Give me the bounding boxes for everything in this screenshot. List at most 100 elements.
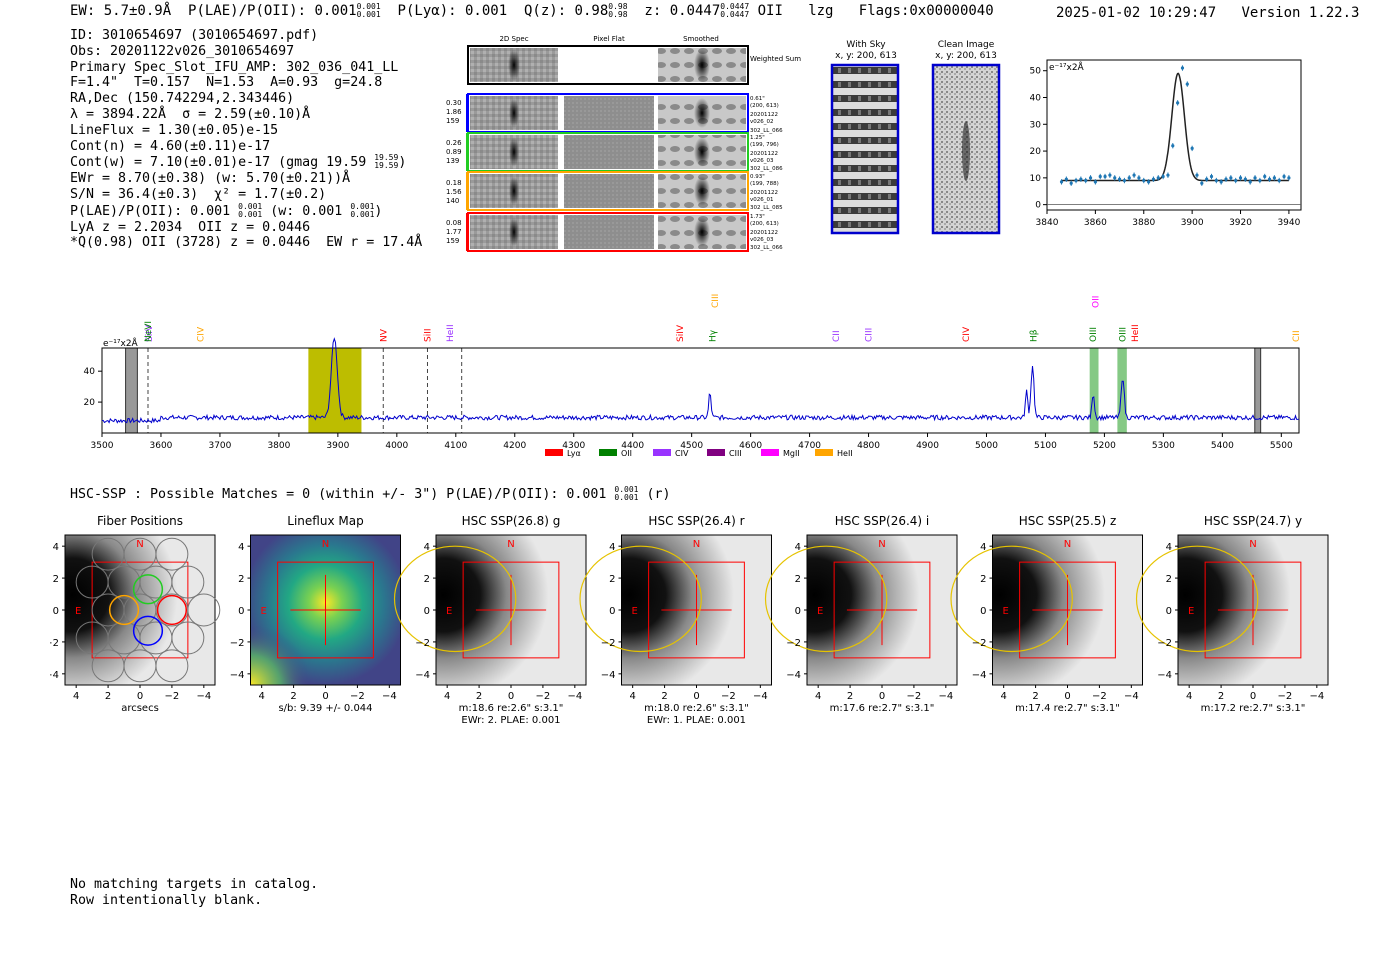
line-fit-unit: e⁻¹⁷x2Å [1049, 61, 1085, 73]
legend-label-2: CIV [675, 449, 689, 458]
lf-point-6 [1088, 176, 1093, 180]
fiber-4-meta-4: 302_LL_066 [750, 245, 783, 251]
spectrum-line-label-5: HeII [446, 324, 456, 342]
ytick-label-5-4: −4 [972, 670, 987, 681]
fiber-1-meta-0: 0.61" [750, 96, 765, 102]
lf-point-30 [1205, 177, 1209, 181]
lf-point-4 [1079, 177, 1083, 181]
xtick-label-6-4: −4 [1309, 691, 1324, 702]
fiber-2-num-b: 0.89 [446, 148, 462, 156]
image-caption2-2: EWr: 2. PLAE: 0.001 [461, 715, 560, 726]
sp-xtick-label-17: 5200 [1093, 441, 1116, 451]
lf-point-40 [1253, 176, 1257, 180]
compass-e-1: E [261, 606, 267, 617]
xtick-label-2-1: 2 [476, 691, 482, 702]
image-caption-2: m:18.6 re:2.6" s:3.1" [459, 703, 564, 714]
sp-xtick-label-1: 3600 [150, 441, 173, 451]
compass-e-4: E [817, 606, 823, 617]
compass-e-6: E [1188, 606, 1194, 617]
compass-n-4: N [878, 539, 885, 550]
lf-xtick-label-1: 3860 [1084, 218, 1107, 228]
lf-point-17 [1142, 178, 1146, 183]
header-timestamp: 2025-01-02 10:29:47 Version 1.22.3 [1056, 5, 1359, 21]
header-plya: P(Lyα): 0.001 [397, 3, 508, 19]
ytick-label-5-1: 2 [980, 574, 986, 585]
spectrum-line-label-17: CII [1292, 330, 1302, 342]
spectrum-unit: e⁻¹⁷x2Å [103, 337, 139, 349]
fiber-3-num-b: 1.56 [446, 188, 462, 196]
fiber-2-meta-3: v026_03 [750, 158, 774, 164]
xtick-label-4-1: 2 [847, 691, 853, 702]
info-cont-n: Cont(n) = 4.60(±0.11)e-17 [70, 138, 271, 154]
xtick-label-5-2: 0 [1064, 691, 1070, 702]
ytick-label-5-2: 0 [980, 606, 986, 617]
fiber-3-meta-2: 20201122 [750, 190, 778, 196]
spectrum-line-label-14: OIII [1089, 327, 1099, 342]
line-fit-chart: e⁻¹⁷x2Å 3840 3860 3880 3900 3920 3940 0 10 20 30 4… [1030, 59, 1302, 228]
compass-n-3: N [693, 539, 700, 550]
fiber-row-4: 0.08 1.77 159 1.73" (200, 613) 20201122 … [446, 212, 783, 252]
ytick-label-5-0: 4 [980, 542, 986, 553]
xtick-label-2-4: −4 [567, 691, 582, 702]
xtick-label-0-1: 2 [105, 691, 111, 702]
spectrum-line-label-8: Hγ [708, 329, 718, 342]
xtick-label-1-0: 4 [258, 691, 264, 702]
catalog-footer: No matching targets in catalog. Row inten… [70, 877, 318, 908]
galaxy-ellipse-6 [1135, 545, 1259, 653]
aperture-box-1 [277, 561, 374, 659]
header-flags: Flags:0x00000040 [858, 3, 994, 19]
ytick-label-4-4: −4 [786, 670, 801, 681]
lf-point-39 [1248, 180, 1252, 184]
lf-point-35 [1229, 176, 1233, 180]
fiber-1-num-b: 1.86 [446, 108, 462, 116]
sp-xtick-label-8: 4300 [562, 441, 585, 451]
lf-point-11 [1113, 176, 1117, 180]
detection-info: ID: 3010654697 (3010654697.pdf) Obs: 2020… [70, 28, 422, 251]
image-panel-1: Lineflux Map N E 4 4 2 2 0 0 −2 −2 −4 −4 s/b: 9.39 +/… [230, 514, 401, 714]
xtick-label-5-3: −2 [1092, 691, 1107, 702]
info-plae: P(LAE)/P(OII): 0.001 0.001 0.001 (w: 0.00… [70, 201, 383, 219]
xtick-label-0-0: 4 [73, 691, 79, 702]
spectrum-line-label-7: SiIV [676, 324, 686, 342]
legend-label-0: Lyα [567, 449, 581, 458]
ytick-label-1-4: −4 [230, 670, 245, 681]
xtick-label-4-4: −4 [938, 691, 953, 702]
legend-label-1: OII [621, 449, 632, 458]
lf-point-7 [1093, 180, 1097, 184]
xtick-label-3-0: 4 [629, 691, 635, 702]
lf-point-38 [1243, 177, 1247, 181]
image-caption-4: m:17.6 re:2.7" s:3.1" [830, 703, 935, 714]
with-sky-title: With Sky [846, 40, 886, 50]
sp-xtick-label-10: 4500 [680, 441, 703, 451]
ytick-label-2-3: −2 [415, 638, 430, 649]
lf-point-13 [1122, 178, 1127, 183]
fiber-3-meta-1: (199, 788) [750, 181, 779, 187]
lf-point-27 [1190, 146, 1194, 150]
lf-point-21 [1161, 174, 1165, 179]
info-sn: S/N = 36.4(±0.3) χ² = 1.7(±0.2) [70, 186, 327, 202]
fiber-4-meta-1: (200, 613) [750, 221, 779, 227]
xtick-label-6-1: 2 [1218, 691, 1224, 702]
compass-e-2: E [446, 606, 452, 617]
fiber-3-meta-0: 0.93" [750, 174, 765, 180]
sp-ytick-label-0: 20 [84, 398, 96, 408]
imaging-panels: Fiber Positions N E 4 4 2 2 0 0 −2 −2 −4 −4 arcsecs Li… [50, 514, 1329, 726]
xtick-label-0-2: 0 [137, 691, 143, 702]
image-caption-1: s/b: 9.39 +/- 0.044 [278, 703, 372, 714]
xtick-label-3-3: −2 [721, 691, 736, 702]
ytick-label-4-1: 2 [795, 574, 801, 585]
xtick-label-3-1: 2 [661, 691, 667, 702]
lf-point-1 [1064, 177, 1068, 181]
spectrum-line-label-6: CIII [711, 294, 721, 308]
sky-clean-panels: With Sky x, y: 200, 613 Clean Image x, y… [830, 40, 1001, 235]
fiber-1-meta-2: 20201122 [750, 112, 778, 118]
fiber-red [156, 594, 188, 626]
sp-xtick-label-20: 5500 [1270, 441, 1293, 451]
legend-swatch-3 [707, 449, 725, 456]
ytick-label-0-4: −4 [50, 670, 59, 681]
fiber-row-2: 0.26 0.89 139 1.25" (199, 796) 20201122 … [446, 132, 783, 172]
image-caption2-3: EWr: 1. PLAE: 0.001 [647, 715, 746, 726]
spectrum-masked-region-1 [1254, 347, 1262, 434]
lf-point-0 [1059, 180, 1064, 184]
ytick-label-0-3: −2 [50, 638, 59, 649]
